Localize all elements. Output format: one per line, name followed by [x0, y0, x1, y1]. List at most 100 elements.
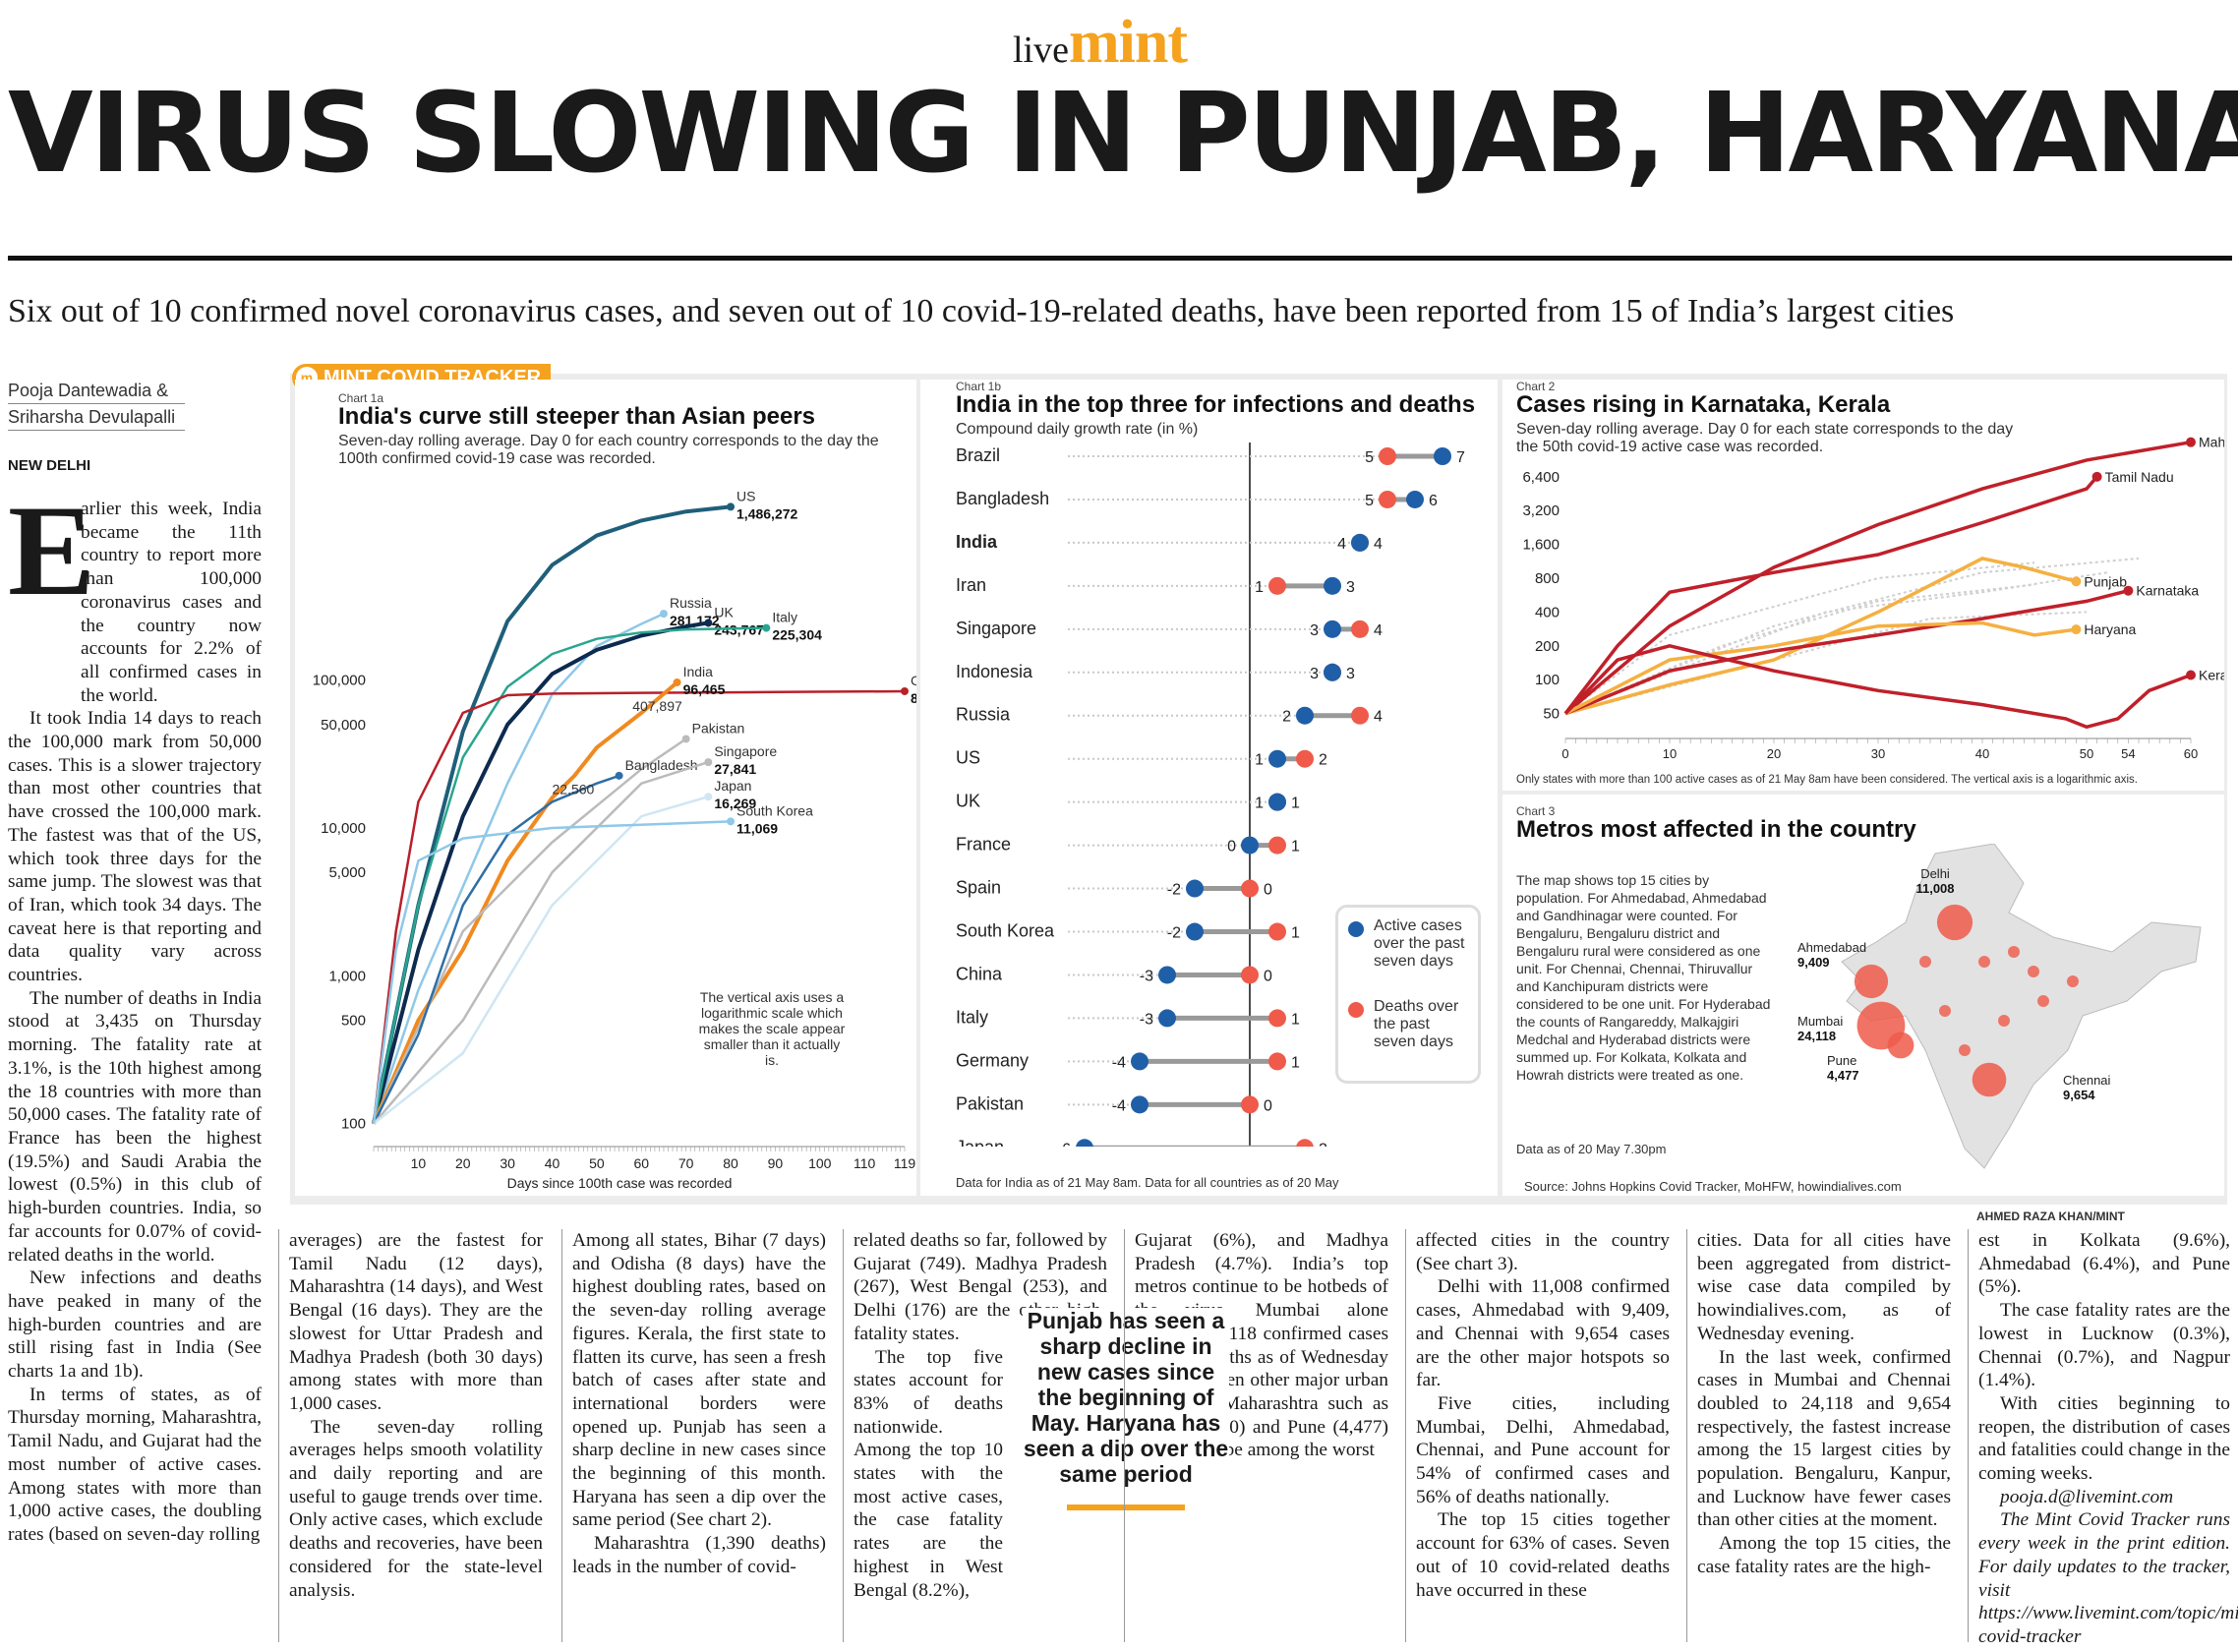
chart-3-source: Source: Johns Hopkins Covid Tracker, MoH…	[1524, 1179, 1902, 1194]
active-dot	[1324, 663, 1341, 681]
x-tick-label: 50	[589, 1155, 605, 1171]
active-dot	[1268, 793, 1286, 811]
headline-rule	[8, 256, 2232, 261]
series-label: South Korea	[736, 802, 813, 818]
row-low-value: -4	[1112, 1054, 1126, 1071]
city-name: Mumbai	[1797, 1014, 1843, 1029]
tracker-footnote: The Mint Covid Tracker runs every week i…	[1978, 1509, 2238, 1647]
c1-p3: The number of deaths in India stood at 3…	[8, 987, 262, 1266]
row-high-value: 6	[1429, 493, 1438, 509]
active-dot	[1131, 1095, 1148, 1114]
series-label: UK	[714, 604, 734, 620]
series-end-point	[727, 817, 736, 826]
row-country: Pakistan	[956, 1093, 1024, 1113]
death-dot	[1241, 966, 1259, 984]
city-bubble-delhi	[1936, 904, 1973, 941]
series-end-point	[901, 686, 909, 695]
series-label: Singapore	[714, 743, 777, 759]
author-2: Sriharsha Devulapalli	[8, 404, 185, 431]
row-country: Germany	[956, 1050, 1029, 1070]
pull-quote-text: Punjab has seen a sharp decline in new c…	[1023, 1308, 1229, 1487]
row-high-value: 1	[1291, 796, 1300, 812]
row-high-value: 0	[1264, 882, 1272, 899]
series-end-point	[681, 735, 690, 743]
column-divider	[1405, 1229, 1406, 1642]
series-label: Italy	[772, 610, 797, 625]
row-low-value: -3	[1140, 968, 1153, 984]
series-end-point	[704, 793, 713, 801]
series-line-italy	[372, 626, 767, 1124]
pull-quote-bar	[1067, 1504, 1185, 1510]
row-low-value: -3	[1140, 1011, 1153, 1028]
chart-1b-legend: Active cases over the past seven days De…	[1335, 905, 1481, 1084]
row-country: Indonesia	[956, 662, 1033, 681]
chart-3-card: Chart 3 Metros most affected in the coun…	[1502, 795, 2224, 1196]
extra-label: 22,560	[553, 781, 595, 796]
y-tick-label: 400	[1535, 604, 1560, 620]
active-dot	[1434, 447, 1451, 465]
column-divider	[843, 1229, 844, 1642]
row-low-value: -2	[1167, 882, 1181, 899]
extra-label: 407,897	[632, 698, 682, 714]
series-line-kerala	[1563, 643, 2192, 730]
series-label: Russia	[670, 595, 712, 611]
column-6: affected cities in the country (See char…	[1416, 1229, 1670, 1602]
death-dot	[1268, 1009, 1286, 1028]
x-tick-label: 40	[1975, 746, 1989, 761]
city-value: 9,409	[1797, 955, 1830, 970]
active-dot	[1296, 706, 1314, 725]
row-high-value: 0	[1264, 968, 1272, 984]
series-line-japan	[373, 796, 709, 1125]
series-value: 11,069	[736, 820, 778, 836]
series-end-point	[2071, 576, 2082, 587]
c1-p2: It took India 14 days to reach the 100,0…	[8, 708, 262, 986]
series-end-point	[2186, 670, 2196, 680]
row-country: Iran	[956, 575, 986, 595]
active-dot	[1186, 879, 1204, 898]
row-country: Japan	[956, 1137, 1004, 1147]
row-low-value: 2	[1282, 709, 1291, 726]
active-dot	[1351, 533, 1369, 552]
row-low-value: 5	[1365, 493, 1374, 509]
death-dot	[1268, 922, 1286, 941]
row-country: US	[956, 748, 980, 768]
city-bubble-minor	[1959, 1044, 1971, 1056]
x-tick-label: 70	[678, 1155, 694, 1171]
chart-1a-title: India's curve still steeper than Asian p…	[338, 403, 816, 430]
x-axis-label: Days since 100th case was recorded	[507, 1175, 733, 1191]
row-high-value: 2	[1319, 1141, 1327, 1147]
x-tick-label: 0	[1561, 746, 1568, 761]
city-name: Delhi	[1920, 866, 1950, 881]
row-low-value: 4	[1337, 536, 1346, 553]
column-1: arlier this week, India became the 11th …	[8, 498, 262, 1547]
active-dot	[1131, 1052, 1148, 1071]
chart-1b-plot: Brazil 5 7 Bangladesh 5 6 India 4 4 Iran 1 3 Singapo…	[956, 442, 1465, 1147]
chart-2-plot: 50 100 200 400 800 1,600 3,200 6,400 0 10 20 30 40 50…	[1522, 435, 2224, 761]
chart-1b-label: Chart 1b	[956, 380, 1002, 393]
c1-p5: In terms of states, as of Thursday morni…	[8, 1384, 262, 1545]
column-2: averages) are the fastest for Tamil Nadu…	[289, 1229, 543, 1602]
column-divider	[1968, 1229, 1969, 1642]
series-value: 96,465	[683, 681, 726, 697]
row-low-value: 5	[1365, 449, 1374, 466]
chart-2-label: Chart 2	[1516, 380, 1556, 393]
row-country: Singapore	[956, 619, 1036, 638]
series-end-point	[2186, 437, 2196, 447]
city-bubble-pune	[1887, 1032, 1914, 1059]
series-line-china	[372, 689, 906, 1124]
death-dot	[1379, 490, 1396, 508]
series-line-bangladesh	[372, 774, 620, 1125]
city-value: 24,118	[1797, 1029, 1836, 1043]
y-tick-label: 1,000	[328, 968, 366, 984]
series-end-point	[659, 610, 668, 619]
c7-p1: cities. Data for all cities have been ag…	[1697, 1230, 1951, 1344]
c8-p3: With cities beginning to reopen, the dis…	[1978, 1392, 2230, 1485]
author-email: pooja.d@livemint.com	[2000, 1486, 2174, 1507]
death-dot	[1296, 1139, 1314, 1147]
x-tick-label: 54	[2121, 746, 2135, 761]
series-value: 1,486,272	[736, 505, 797, 521]
series-line-haryana	[1564, 620, 2077, 716]
row-country: India	[956, 532, 998, 552]
row-high-value: 4	[1374, 709, 1383, 726]
series-line-us	[372, 504, 732, 1125]
